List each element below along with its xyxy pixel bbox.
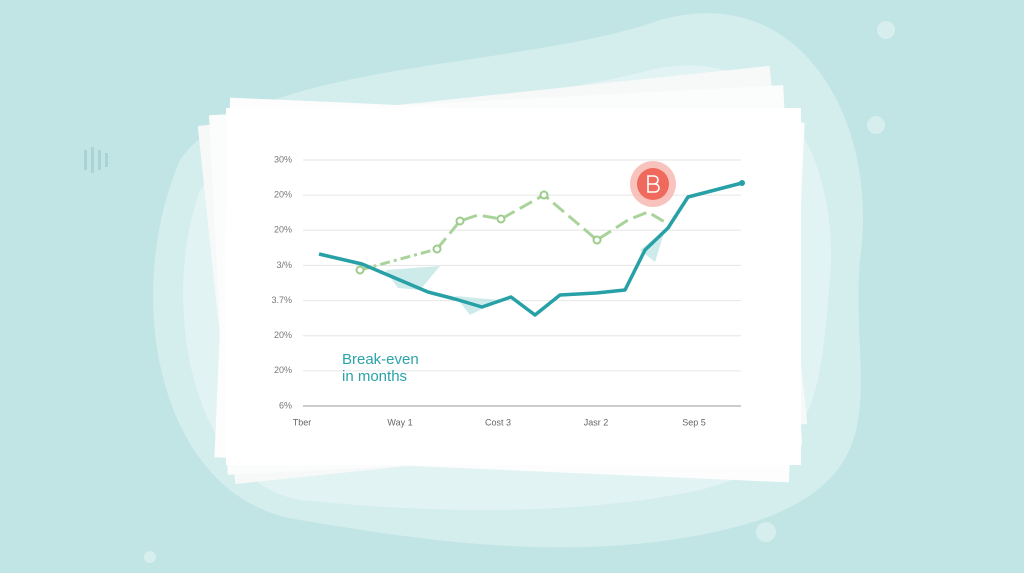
badge-icon (647, 175, 660, 193)
dot (756, 522, 776, 542)
icon (84, 147, 108, 173)
green-line (359, 247, 438, 272)
y-axis-label: 30% (274, 154, 292, 164)
y-axis-label: 20% (274, 365, 292, 375)
teal-point (739, 180, 745, 186)
caption: in months (342, 368, 407, 385)
teal-line (318, 181, 743, 317)
green-points (355, 190, 602, 275)
caption: Break-even (342, 351, 419, 368)
y-axis-label: 20% (274, 225, 292, 235)
x-axis-label: Way 1 (387, 417, 412, 427)
card (226, 108, 801, 465)
x-axis-label: Cost 3 (485, 417, 511, 427)
x-axis-label: Tber (293, 417, 312, 427)
dot (877, 21, 895, 39)
shade (385, 266, 440, 290)
y-axis-label: 3.7% (271, 295, 292, 305)
y-axis-label: 20% (274, 330, 292, 340)
dot (144, 551, 156, 563)
y-axis-label: 3/% (276, 260, 292, 270)
x-axis-label: Sep 5 (682, 417, 706, 427)
x-axis-label: Jasr 2 (584, 417, 609, 427)
dot (867, 116, 885, 134)
y-axis-label: 6% (279, 400, 292, 410)
y-axis-label: 20% (274, 190, 292, 200)
